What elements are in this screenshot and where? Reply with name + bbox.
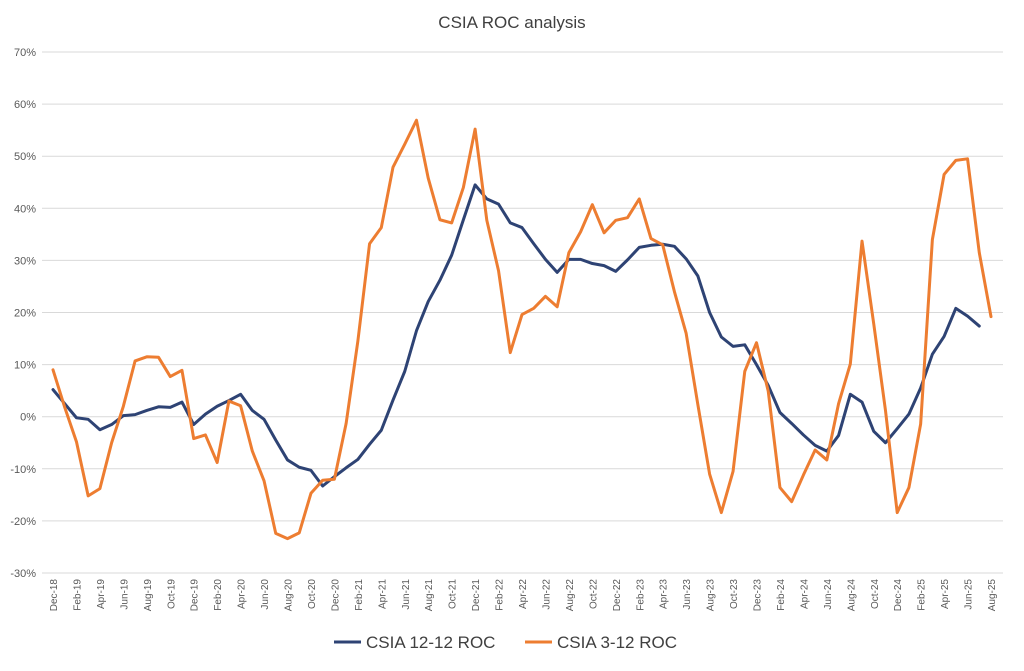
x-tick-label: Dec-18	[49, 579, 60, 612]
y-tick-label: 20%	[14, 308, 36, 320]
y-tick-label: 30%	[14, 255, 36, 267]
x-tick-label: Aug-20	[284, 579, 295, 612]
x-tick-label: Apr-21	[377, 579, 388, 609]
x-tick-label: Apr-19	[96, 579, 107, 609]
x-tick-label: Dec-24	[893, 579, 904, 612]
x-tick-label: Aug-24	[846, 579, 857, 612]
y-axis: 70% 60% 50% 40% 30% 20% 10% 0% -10% -20% -30%	[10, 47, 36, 580]
x-tick-label: Apr-24	[799, 579, 810, 609]
x-tick-label: Oct-24	[870, 579, 881, 609]
x-axis: Dec-18 Feb-19 Apr-19 Jun-19 Aug-19 Oct-19 Dec-…	[49, 579, 998, 612]
x-tick-label: Feb-21	[354, 579, 365, 611]
x-tick-label: Feb-19	[72, 579, 83, 611]
x-tick-label: Aug-22	[565, 579, 576, 612]
y-tick-label: 70%	[14, 47, 36, 59]
legend-label: CSIA 3-12 ROC	[557, 633, 677, 652]
chart-title: CSIA ROC analysis	[438, 13, 585, 32]
x-tick-label: Jun-19	[119, 579, 130, 610]
x-tick-label: Oct-22	[588, 579, 599, 609]
y-tick-label: 60%	[14, 99, 36, 111]
x-tick-label: Feb-23	[635, 579, 646, 611]
x-tick-label: Apr-22	[518, 579, 529, 609]
x-tick-label: Apr-25	[940, 579, 951, 609]
gridlines	[42, 51, 1003, 574]
y-tick-label: -30%	[10, 568, 36, 580]
x-tick-label: Jun-24	[823, 579, 834, 610]
legend-label: CSIA 12-12 ROC	[366, 633, 495, 652]
series-group	[51, 118, 993, 541]
x-tick-label: Dec-22	[612, 579, 623, 612]
x-tick-label: Jun-22	[541, 579, 552, 610]
x-tick-label: Apr-20	[237, 579, 248, 609]
x-tick-label: Oct-20	[307, 579, 318, 609]
x-tick-label: Apr-23	[659, 579, 670, 609]
x-tick-label: Oct-21	[448, 579, 459, 609]
legend-item-csia-3-12-roc[interactable]: CSIA 3-12 ROC	[525, 633, 677, 652]
x-tick-label: Dec-21	[471, 579, 482, 612]
x-tick-label: Aug-19	[143, 579, 154, 612]
y-tick-label: 40%	[14, 203, 36, 215]
x-tick-label: Aug-21	[424, 579, 435, 612]
x-tick-label: Dec-23	[753, 579, 764, 612]
x-tick-label: Oct-19	[166, 579, 177, 609]
x-tick-label: Jun-25	[964, 579, 975, 610]
x-tick-label: Oct-23	[729, 579, 740, 609]
x-tick-label: Jun-20	[260, 579, 271, 610]
series-line-csia-12-12-roc	[51, 183, 981, 488]
x-tick-label: Dec-20	[330, 579, 341, 612]
y-tick-label: 0%	[20, 412, 36, 424]
x-tick-label: Aug-23	[706, 579, 717, 612]
x-tick-label: Feb-22	[495, 579, 506, 611]
x-tick-label: Jun-21	[401, 579, 412, 610]
legend[interactable]: CSIA 12-12 ROC CSIA 3-12 ROC	[334, 633, 677, 652]
x-tick-label: Feb-24	[776, 579, 787, 611]
x-tick-label: Aug-25	[987, 579, 998, 612]
y-tick-label: 10%	[14, 360, 36, 372]
y-tick-label: -20%	[10, 516, 36, 528]
x-tick-label: Dec-19	[190, 579, 201, 612]
y-tick-label: 50%	[14, 151, 36, 163]
y-tick-label: -10%	[10, 464, 36, 476]
x-tick-label: Feb-25	[917, 579, 928, 611]
x-tick-label: Feb-20	[213, 579, 224, 611]
legend-item-csia-12-12-roc[interactable]: CSIA 12-12 ROC	[334, 633, 495, 652]
x-tick-label: Jun-23	[682, 579, 693, 610]
series-line-csia-3-12-roc	[51, 118, 993, 541]
